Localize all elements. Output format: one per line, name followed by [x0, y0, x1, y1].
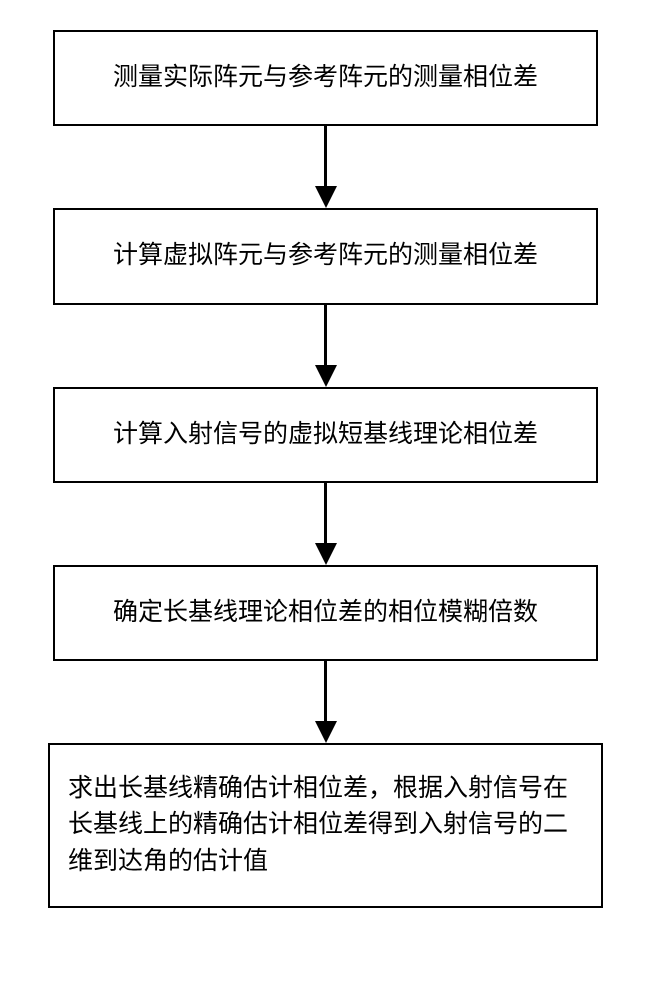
- node-2-text: 计算虚拟阵元与参考阵元的测量相位差: [113, 238, 538, 274]
- flowchart-node-5: 求出长基线精确估计相位差，根据入射信号在长基线上的精确估计相位差得到入射信号的二…: [48, 743, 603, 908]
- arrow-line: [324, 661, 327, 721]
- flowchart-node-2: 计算虚拟阵元与参考阵元的测量相位差: [53, 208, 598, 304]
- arrow-4-5: [315, 661, 337, 743]
- node-3-text: 计算入射信号的虚拟短基线理论相位差: [113, 417, 538, 453]
- arrow-line: [324, 483, 327, 543]
- arrow-line: [324, 126, 327, 186]
- arrow-line: [324, 305, 327, 365]
- flowchart-node-3: 计算入射信号的虚拟短基线理论相位差: [53, 387, 598, 483]
- flowchart-container: 测量实际阵元与参考阵元的测量相位差 计算虚拟阵元与参考阵元的测量相位差 计算入射…: [0, 30, 651, 908]
- arrow-head-icon: [315, 365, 337, 387]
- arrow-head-icon: [315, 186, 337, 208]
- flowchart-node-1: 测量实际阵元与参考阵元的测量相位差: [53, 30, 598, 126]
- arrow-2-3: [315, 305, 337, 387]
- node-5-text: 求出长基线精确估计相位差，根据入射信号在长基线上的精确估计相位差得到入射信号的二…: [68, 771, 583, 880]
- arrow-3-4: [315, 483, 337, 565]
- flowchart-node-4: 确定长基线理论相位差的相位模糊倍数: [53, 565, 598, 661]
- node-1-text: 测量实际阵元与参考阵元的测量相位差: [113, 60, 538, 96]
- arrow-head-icon: [315, 543, 337, 565]
- arrow-1-2: [315, 126, 337, 208]
- arrow-head-icon: [315, 721, 337, 743]
- node-4-text: 确定长基线理论相位差的相位模糊倍数: [113, 595, 538, 631]
